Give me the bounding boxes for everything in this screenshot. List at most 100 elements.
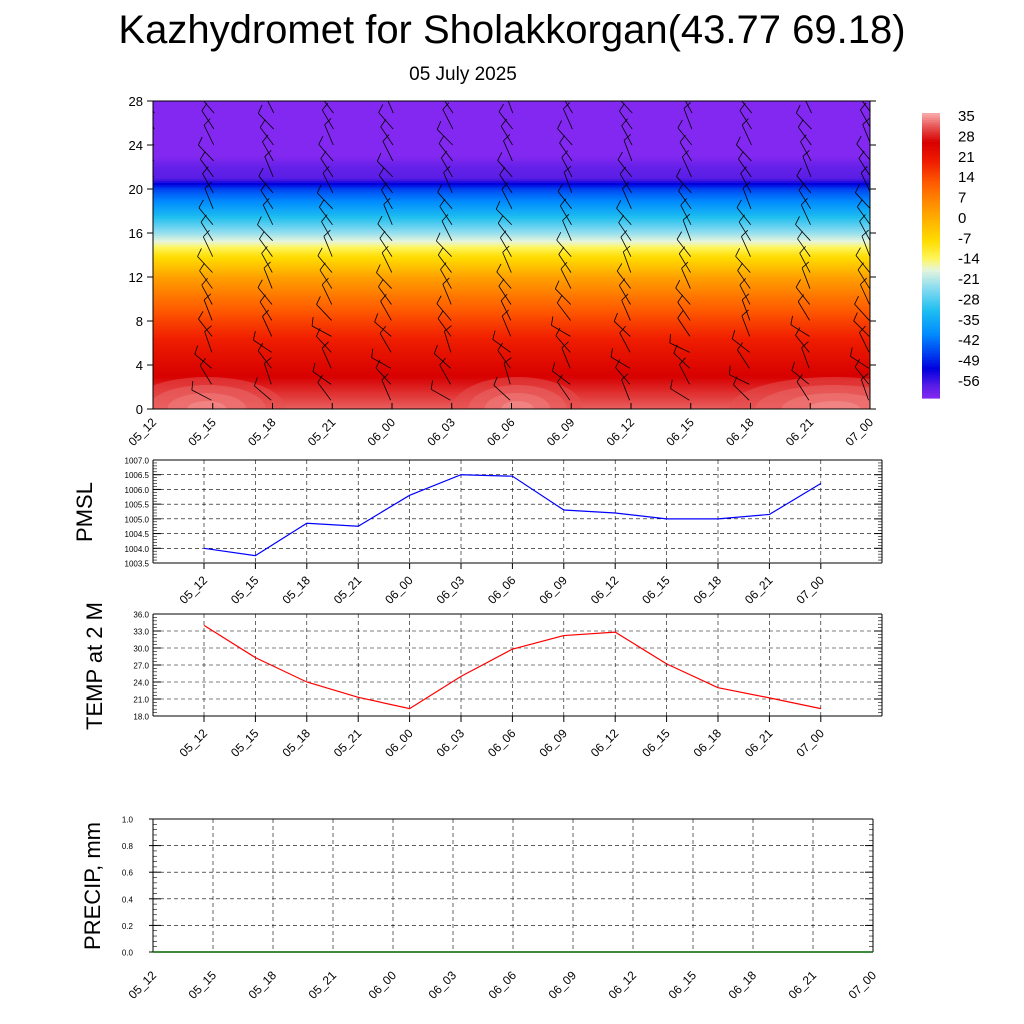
wind-barb-flag (855, 247, 861, 256)
wind-barb-flag (315, 327, 321, 337)
heatmap-band (153, 202, 870, 205)
wind-barb-staff (861, 236, 870, 257)
colorbar-label: -56 (958, 373, 980, 390)
wind-barb-staff (371, 357, 392, 369)
wind-barb-staff (267, 101, 275, 114)
heatmap-band (153, 197, 870, 201)
wind-barb-flag (683, 102, 691, 109)
heatmap-band (153, 167, 870, 170)
wind-barb-staff (617, 159, 633, 178)
temp-2m-panel: 18.0 21.0 24.0 27.0 30.0 33.0 36.0 05_12 05_15 05… (82, 602, 883, 760)
wind-barb-staff (805, 101, 812, 114)
wind-barb-staff (202, 236, 214, 257)
x-tick-label: 05_15 (228, 573, 262, 607)
wind-barb-staff (618, 285, 631, 305)
wind-barb-staff (376, 160, 393, 178)
heatmap-band (153, 347, 870, 351)
wind-barb-flag (676, 231, 682, 240)
colorbar-swatch (922, 172, 940, 176)
wind-barb-flag (203, 293, 212, 301)
wind-barb-staff (741, 124, 752, 146)
wind-barb-staff (860, 379, 869, 401)
wind-barb-staff (861, 101, 870, 113)
wind-barb-staff (860, 284, 870, 305)
wind-barb-staff (203, 125, 215, 146)
colorbar-swatch (922, 284, 940, 287)
wind-barb-staff (387, 101, 394, 114)
heatmap-band (153, 193, 870, 197)
wind-barb-flag (858, 88, 863, 96)
wind-barb-flag (620, 230, 628, 238)
y-tick-label: 1005.5 (125, 501, 150, 510)
wind-barb-staff (559, 142, 573, 162)
wind-barb-staff (439, 364, 451, 385)
x-tick-label: 05_12 (126, 415, 160, 449)
wind-barb-flag (378, 167, 385, 176)
wind-barb-staff (796, 112, 812, 130)
wind-barb-flag (198, 311, 204, 320)
y-tick-label: 18.0 (133, 713, 149, 722)
colorbar-swatch (922, 117, 940, 121)
wind-barb-flag (437, 310, 444, 319)
x-tick-label: 07_00 (843, 415, 877, 449)
wind-barb-flag (618, 214, 625, 223)
wind-barb-flag (796, 167, 802, 177)
colorbar-swatch (922, 191, 940, 195)
wind-barb-staff (377, 223, 393, 241)
wind-barb-flag (258, 167, 264, 177)
wind-barb-flag (795, 216, 800, 225)
heatmap-band (153, 101, 870, 104)
wind-barb-flag (790, 315, 793, 325)
colorbar-swatch (922, 336, 940, 340)
colorbar-label: -7 (958, 230, 971, 247)
heatmap-band (153, 118, 870, 122)
wind-barb-staff (317, 255, 333, 273)
wind-barb-flag (736, 136, 741, 145)
x-tick-label: 06_15 (639, 573, 673, 607)
heatmap-band (153, 367, 870, 370)
colorbar-swatch (922, 170, 940, 173)
x-tick-label: 06_06 (484, 415, 518, 449)
wind-barb-flag (556, 295, 563, 304)
heatmap-band (153, 285, 870, 289)
wind-barb-staff (436, 303, 452, 321)
x-tick-label: 06_09 (546, 968, 580, 1002)
wind-barb-staff (676, 176, 692, 194)
colorbar-swatch (922, 179, 940, 183)
wind-barb-flag (497, 342, 504, 351)
colorbar-swatch (922, 134, 940, 138)
wind-barb-flag (324, 118, 332, 126)
heatmap-band (153, 246, 870, 249)
heatmap-band (153, 325, 870, 329)
heatmap-band (153, 257, 870, 260)
wind-barb-flag (501, 309, 509, 317)
wind-barb-staff (200, 221, 214, 241)
wind-barb-flag (621, 118, 628, 126)
wind-barb-flag (739, 277, 747, 286)
chart-title: Kazhydromet for Sholakkorgan(43.77 69.18… (118, 8, 906, 52)
x-tick-label: 05_18 (245, 415, 279, 449)
heatmap-band (153, 244, 870, 247)
wind-barb-staff (675, 287, 691, 305)
wind-barb-flag (316, 296, 321, 305)
x-tick-label: 06_00 (365, 415, 399, 449)
wind-barb-flag (682, 150, 689, 158)
wind-barb-staff (501, 189, 513, 209)
wind-barb-staff (198, 207, 214, 226)
heatmap-band (153, 288, 870, 291)
heatmap-band (153, 138, 870, 142)
colorbar-swatch (922, 343, 940, 347)
y-tick-label: 20 (129, 182, 143, 197)
wind-barb-flag (442, 102, 450, 110)
wind-barb-flag (623, 134, 632, 141)
heatmap-band (153, 149, 870, 153)
x-tick-label: 06_12 (604, 415, 638, 449)
wind-barb-staff (802, 156, 812, 178)
wind-barb-staff (153, 239, 154, 241)
wind-barb-staff (492, 339, 511, 353)
wind-barb-flag (497, 215, 504, 224)
x-tick-label: 07_00 (793, 573, 827, 607)
y-tick-label: 1006.0 (125, 486, 150, 495)
heatmap-band (153, 116, 870, 120)
wind-barb-staff (264, 156, 274, 178)
